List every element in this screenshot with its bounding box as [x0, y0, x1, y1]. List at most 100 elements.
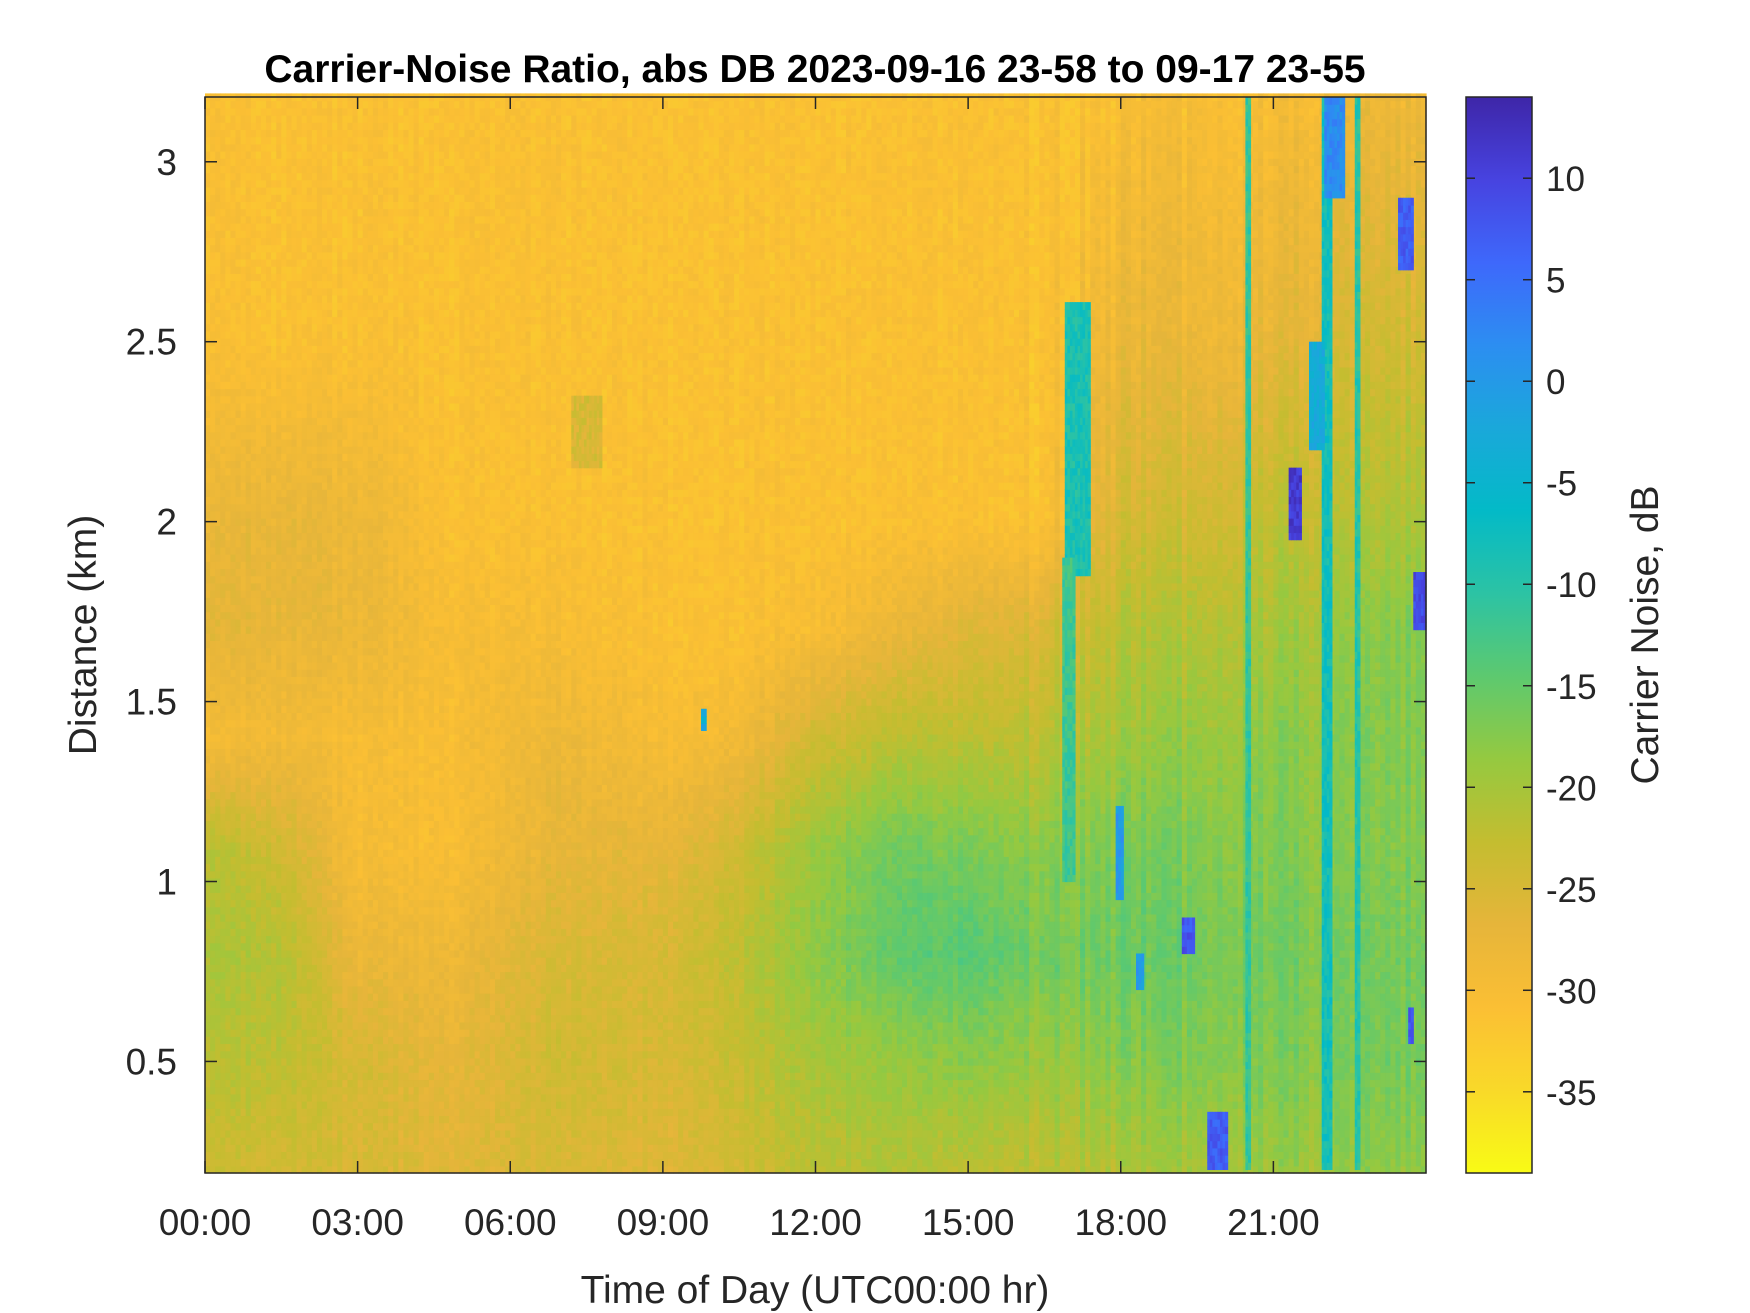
heatmap-cell — [276, 143, 282, 152]
heatmap-cell — [225, 1000, 232, 1009]
heatmap-cell — [220, 834, 226, 843]
heatmap-cell — [230, 230, 237, 238]
heatmap-cell — [276, 813, 282, 821]
heatmap-cell — [286, 489, 293, 498]
heatmap-cell — [281, 107, 287, 116]
heatmap-cell — [367, 676, 374, 685]
heatmap-cell — [220, 1101, 226, 1109]
heatmap-cell — [225, 669, 232, 677]
heatmap-cell — [220, 957, 226, 965]
heatmap-cell — [352, 395, 359, 404]
heatmap-cell — [357, 1021, 364, 1030]
heatmap-cell — [276, 474, 282, 483]
heatmap-cell — [225, 769, 232, 778]
heatmap-cell — [306, 525, 313, 534]
heatmap-cell — [296, 266, 303, 274]
heatmap-cell — [316, 410, 323, 418]
heatmap-cell — [357, 474, 364, 483]
heatmap-cell — [215, 892, 221, 901]
heatmap-cell — [276, 834, 282, 843]
heatmap-cell — [240, 446, 247, 454]
heatmap-cell — [225, 503, 232, 512]
heatmap-cell — [240, 107, 247, 116]
heatmap-cell — [342, 186, 349, 195]
heatmap-cell — [352, 215, 359, 224]
heatmap-cell — [367, 590, 374, 598]
heatmap-cell — [311, 755, 318, 764]
heatmap-cell — [357, 222, 364, 231]
heatmap-cell — [286, 604, 293, 613]
heatmap-cell — [327, 129, 333, 138]
heatmap-cell — [316, 266, 323, 274]
heatmap-cell — [327, 453, 333, 462]
heatmap-cell — [332, 287, 338, 296]
heatmap-cell — [245, 856, 252, 865]
heatmap-cell — [357, 798, 364, 807]
heatmap-cell — [352, 172, 359, 181]
heatmap-cell — [260, 640, 267, 649]
heatmap-cell — [352, 582, 359, 591]
heatmap-cell — [276, 345, 282, 354]
heatmap-cell — [250, 777, 257, 785]
heatmap-cell — [240, 114, 247, 123]
heatmap-cell — [220, 633, 226, 641]
heatmap-cell — [337, 510, 343, 519]
heatmap-cell — [255, 913, 262, 922]
heatmap-cell — [255, 712, 262, 721]
heatmap-cell — [322, 863, 328, 872]
heatmap-cell — [271, 1101, 277, 1109]
heatmap-cell — [286, 503, 293, 512]
heatmap-cell — [250, 359, 257, 368]
heatmap-cell — [255, 446, 262, 454]
heatmap-cell — [215, 928, 221, 937]
heatmap-cell — [337, 985, 343, 994]
heatmap-cell — [291, 136, 298, 145]
heatmap-cell — [255, 237, 262, 246]
heatmap-cell — [240, 957, 247, 965]
heatmap-cell — [332, 697, 338, 706]
heatmap-cell — [276, 777, 282, 785]
heatmap-cell — [337, 230, 343, 238]
heatmap-cell — [347, 892, 354, 901]
heatmap-cell — [260, 467, 267, 476]
heatmap-cell — [301, 1086, 308, 1095]
heatmap-cell — [205, 971, 211, 980]
heatmap-cell — [291, 654, 298, 663]
heatmap-cell — [286, 957, 293, 965]
heatmap-cell — [215, 863, 221, 872]
heatmap-cell — [210, 777, 216, 785]
heatmap-cell — [281, 244, 287, 253]
heatmap-cell — [205, 921, 211, 929]
heatmap-cell — [255, 518, 262, 526]
heatmap-cell — [306, 316, 313, 325]
heatmap-cell — [337, 935, 343, 944]
heatmap-cell — [235, 1115, 242, 1124]
heatmap-cell — [352, 841, 359, 850]
heatmap-cell — [281, 1129, 287, 1138]
heatmap-cell — [332, 222, 338, 231]
heatmap-cell — [342, 640, 349, 649]
heatmap-cell — [316, 870, 323, 879]
heatmap-cell — [367, 1122, 374, 1131]
heatmap-cell — [342, 294, 349, 303]
heatmap-cell — [240, 1086, 247, 1095]
heatmap-cell — [225, 237, 232, 246]
heatmap-cell — [332, 798, 338, 807]
heatmap-cell — [291, 582, 298, 591]
heatmap-cell — [225, 899, 232, 908]
heatmap-cell — [276, 690, 282, 699]
heatmap-cell — [220, 280, 226, 289]
heatmap-cell — [245, 1036, 252, 1045]
heatmap-cell — [322, 237, 328, 246]
heatmap-cell — [210, 942, 216, 951]
heatmap-cell — [322, 431, 328, 440]
heatmap-cell — [230, 1050, 237, 1059]
heatmap-cell — [255, 150, 262, 159]
heatmap-cell — [260, 1043, 267, 1052]
heatmap-cell — [316, 676, 323, 685]
heatmap-cell — [255, 467, 262, 476]
heatmap-cell — [205, 618, 211, 627]
heatmap-cell — [210, 1086, 216, 1095]
heatmap-cell — [367, 820, 374, 829]
heatmap-cell — [342, 417, 349, 426]
